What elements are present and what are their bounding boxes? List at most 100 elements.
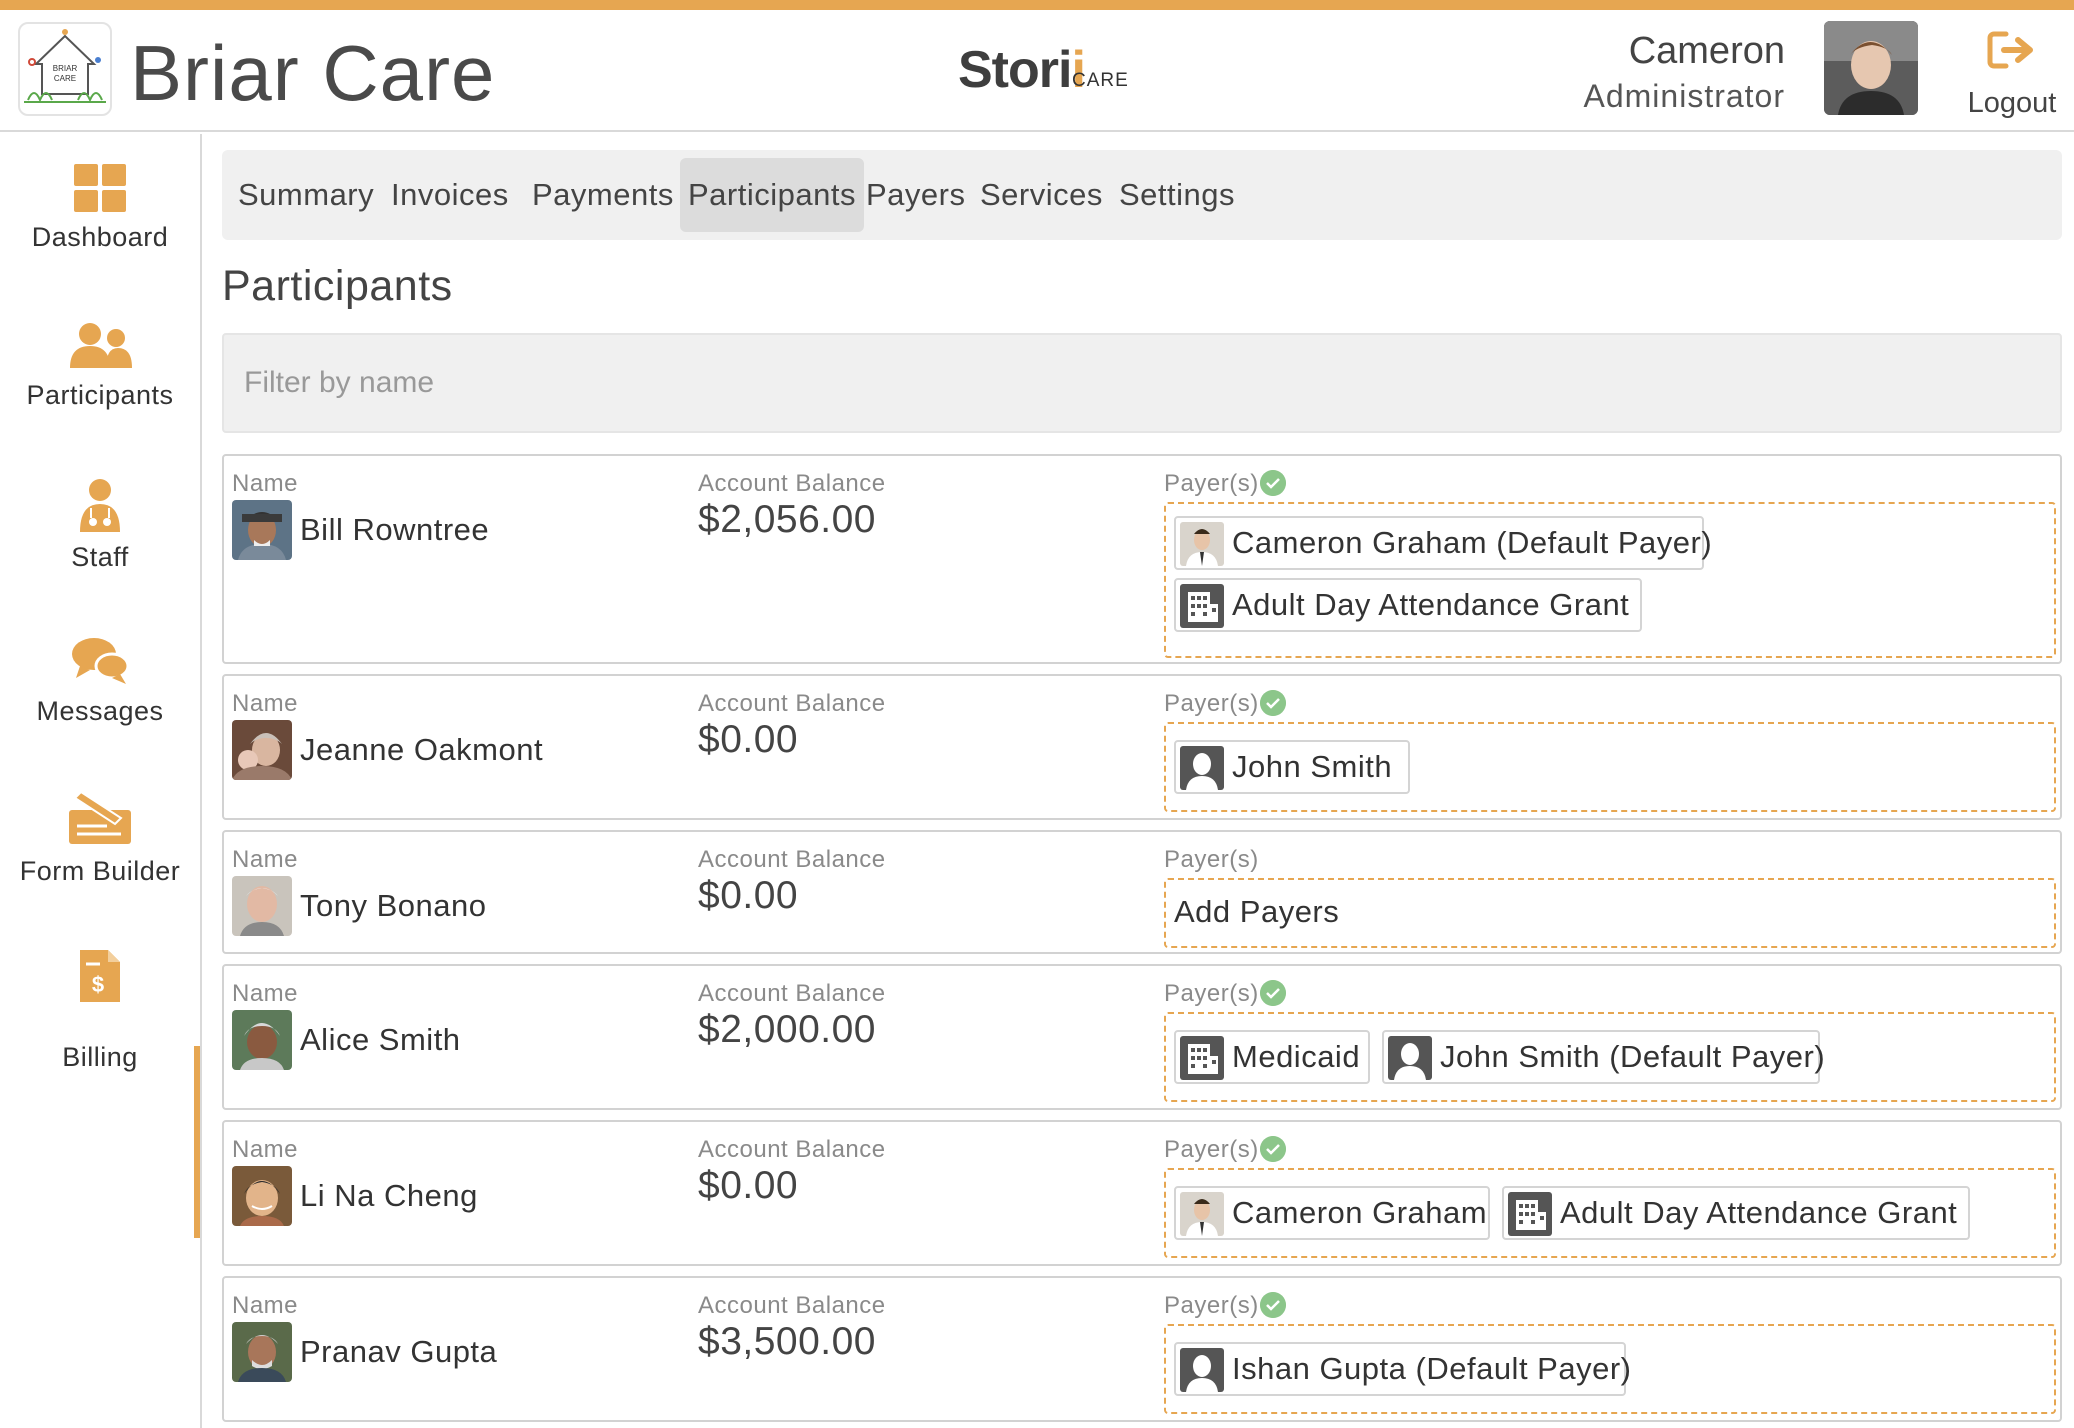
sidebar-label-form-builder: Form Builder	[19, 856, 181, 886]
name-label: Name	[232, 980, 299, 1007]
payer-name: Ishan Gupta (Default Payer)	[1232, 1351, 1632, 1386]
person-silhouette-icon	[1388, 1036, 1432, 1080]
sidebar: Dashboard Participants Staff Messages	[0, 134, 202, 1428]
user-avatar[interactable]	[1824, 21, 1918, 115]
participant-name: Bill Rowntree	[300, 512, 490, 547]
logout-icon	[1987, 31, 2033, 69]
tab-payers[interactable]: Payers	[866, 177, 966, 212]
participant-row[interactable]: Name Bill Rowntree Account Balance $2,05…	[222, 454, 2062, 664]
payer-photo	[1180, 1192, 1224, 1236]
payer-chip[interactable]: Ishan Gupta (Default Payer)	[1174, 1342, 1631, 1396]
participant-avatar	[232, 876, 292, 936]
sidebar-item-dashboard[interactable]: Dashboard	[0, 164, 200, 253]
name-label: Name	[232, 1136, 299, 1163]
balance-label: Account Balance	[698, 1136, 886, 1163]
payer-chip[interactable]: John Smith (Default Payer)	[1382, 1030, 1825, 1084]
payers-label: Payer(s)	[1164, 1292, 1259, 1319]
participant-row[interactable]: Name Pranav Gupta Account Balance $3,500…	[222, 1276, 2062, 1422]
participant-row[interactable]: Name Li Na Cheng Account Balance $0.00 P…	[222, 1120, 2062, 1266]
payers-box: Cameron Graham Adult Day Attendance Gran…	[1164, 1168, 2056, 1258]
add-payers-link[interactable]: Add Payers	[1174, 894, 1340, 929]
app-title: Briar Care	[130, 29, 496, 117]
top-accent-line	[0, 0, 2074, 10]
participant-row[interactable]: Name Alice Smith Account Balance $2,000.…	[222, 964, 2062, 1110]
account-balance: $0.00	[698, 874, 799, 917]
filter-by-name-input[interactable]	[222, 333, 2062, 433]
participant-avatar	[232, 1322, 292, 1382]
tab-summary[interactable]: Summary	[238, 177, 375, 212]
billing-invoice-icon: $	[80, 950, 120, 1002]
payers-box: Add Payers	[1164, 878, 2056, 948]
participant-row[interactable]: Name Tony Bonano Account Balance $0.00 P…	[222, 830, 2062, 954]
payer-name: John Smith	[1232, 749, 1393, 784]
participant-avatar	[232, 500, 292, 560]
form-builder-icon	[69, 790, 131, 844]
name-label: Name	[232, 470, 299, 497]
sidebar-item-participants[interactable]: Participants	[0, 322, 200, 411]
payer-name: Cameron Graham (Default Payer)	[1232, 525, 1713, 560]
payer-chip[interactable]: Adult Day Attendance Grant	[1174, 578, 1642, 632]
payer-name: John Smith (Default Payer)	[1440, 1039, 1826, 1074]
sidebar-item-staff[interactable]: Staff	[0, 478, 200, 573]
svg-text:$: $	[92, 972, 104, 997]
verified-check-icon	[1260, 690, 1286, 716]
participant-row[interactable]: Name Jeanne Oakmont Account Balance $0.0…	[222, 674, 2062, 820]
brand-main: Stori	[958, 41, 1072, 99]
logo-text-1: BRIAR	[53, 64, 78, 73]
account-balance: $2,000.00	[698, 1008, 877, 1051]
logout-button[interactable]: Logout	[1960, 28, 2064, 120]
payer-chip[interactable]: Cameron Graham	[1174, 1186, 1490, 1240]
brand-sub: CARE	[1072, 70, 1129, 91]
tab-payments[interactable]: Payments	[532, 177, 674, 212]
brand-accent: i	[1071, 41, 1085, 99]
payer-name: Adult Day Attendance Grant	[1560, 1195, 1958, 1230]
building-icon	[1508, 1192, 1552, 1236]
user-name: Cameron	[1628, 30, 1785, 72]
tab-settings[interactable]: Settings	[1119, 177, 1236, 212]
payer-chip[interactable]: Cameron Graham (Default Payer)	[1174, 516, 1712, 570]
account-balance: $0.00	[698, 1164, 799, 1207]
payer-chip[interactable]: John Smith	[1174, 740, 1410, 794]
payer-chip[interactable]: Adult Day Attendance Grant	[1502, 1186, 1970, 1240]
participant-name: Pranav Gupta	[300, 1334, 498, 1369]
sidebar-item-messages[interactable]: Messages	[0, 636, 200, 727]
sidebar-item-billing[interactable]: $ Billing	[0, 948, 200, 1073]
storii-brand-logo: Storii	[958, 40, 1086, 100]
participant-name: Alice Smith	[300, 1022, 461, 1057]
name-label: Name	[232, 1292, 299, 1319]
payer-name: Medicaid	[1232, 1039, 1361, 1074]
balance-label: Account Balance	[698, 846, 886, 873]
payers-box: John Smith	[1164, 722, 2056, 812]
sidebar-label-messages: Messages	[36, 696, 164, 726]
verified-check-icon	[1260, 1136, 1286, 1162]
briar-care-logo: BRIAR CARE	[18, 22, 112, 116]
app-header: BRIAR CARE Briar Care Storii CARE Camero…	[0, 10, 2074, 132]
balance-label: Account Balance	[698, 470, 886, 497]
staff-nurse-icon	[80, 479, 120, 532]
participant-name: Tony Bonano	[300, 888, 487, 923]
participant-avatar	[232, 1010, 292, 1070]
payers-box: Ishan Gupta (Default Payer)	[1164, 1324, 2056, 1414]
payer-chip[interactable]: Medicaid	[1174, 1030, 1370, 1084]
account-balance: $0.00	[698, 718, 799, 761]
dashboard-grid-icon	[74, 164, 126, 212]
sidebar-item-form-builder[interactable]: Form Builder	[0, 790, 200, 887]
participant-avatar	[232, 1166, 292, 1226]
payers-label: Payer(s)	[1164, 690, 1259, 717]
name-label: Name	[232, 690, 299, 717]
tab-participants[interactable]: Participants	[680, 158, 864, 232]
sidebar-label-staff: Staff	[71, 542, 129, 572]
participant-avatar	[232, 720, 292, 780]
tab-services[interactable]: Services	[980, 177, 1103, 212]
house-logo-icon: BRIAR CARE	[24, 29, 106, 103]
billing-tabs: Summary Invoices Payments Participants P…	[222, 150, 2062, 240]
sidebar-label-participants: Participants	[26, 380, 174, 410]
payers-box: Medicaid John Smith (Default Payer)	[1164, 1012, 2056, 1102]
person-silhouette-icon	[1180, 1348, 1224, 1392]
people-icon	[70, 323, 132, 368]
user-role: Administrator	[1583, 78, 1785, 114]
participant-name: Jeanne Oakmont	[300, 732, 544, 767]
sidebar-label-dashboard: Dashboard	[31, 222, 169, 252]
tab-invoices[interactable]: Invoices	[391, 177, 509, 212]
balance-label: Account Balance	[698, 1292, 886, 1319]
